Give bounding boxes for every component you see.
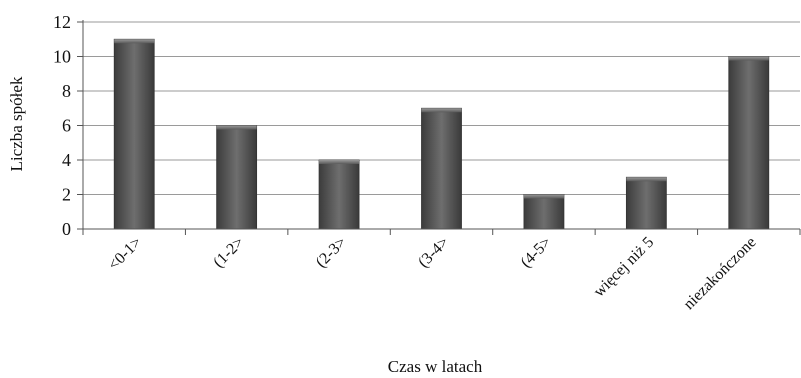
x-tick-label: (2-3> bbox=[313, 234, 350, 271]
bar bbox=[113, 38, 155, 230]
y-tick-label: 12 bbox=[53, 12, 71, 32]
bar-body bbox=[216, 125, 258, 230]
bar-body bbox=[625, 176, 667, 230]
bar-body bbox=[728, 56, 770, 230]
bar bbox=[523, 194, 565, 230]
x-tick-labels: <0-1> (1-2> (2-3> (3-4> (4-5> więcej niż 5 nie… bbox=[105, 234, 759, 313]
x-tick-label: więcej niż 5 bbox=[591, 234, 658, 301]
bar bbox=[216, 125, 258, 230]
bar bbox=[318, 159, 360, 230]
x-tick-label: <0-1> bbox=[105, 234, 145, 274]
x-tick-label: (3-4> bbox=[415, 234, 452, 271]
x-axis-title: Czas w latach bbox=[388, 357, 483, 376]
y-tick-label: 8 bbox=[62, 81, 71, 101]
bar-body bbox=[318, 159, 360, 230]
y-tick-labels: 0 2 4 6 8 10 12 bbox=[53, 12, 71, 239]
bar-body bbox=[523, 194, 565, 230]
bar-body bbox=[113, 38, 155, 230]
y-tick-label: 0 bbox=[62, 219, 71, 239]
bar-body bbox=[421, 107, 462, 230]
x-tick-label: niezakończone bbox=[680, 234, 759, 313]
bar-cap bbox=[728, 56, 769, 61]
bar-cap bbox=[216, 125, 257, 130]
bar-cap bbox=[114, 39, 155, 44]
y-tick-label: 6 bbox=[62, 116, 71, 136]
y-tick-label: 10 bbox=[53, 47, 71, 67]
bars bbox=[113, 38, 770, 230]
bar-cap bbox=[626, 177, 667, 182]
x-tick-label: (4-5> bbox=[518, 234, 555, 271]
bar bbox=[625, 176, 667, 230]
y-axis-title: Liczba spółek bbox=[7, 76, 26, 171]
bar-cap bbox=[319, 160, 360, 164]
y-tick-label: 2 bbox=[62, 185, 71, 205]
bar-cap bbox=[421, 108, 462, 113]
axes bbox=[82, 20, 801, 235]
bar-cap bbox=[523, 194, 564, 199]
y-tick-label: 4 bbox=[62, 150, 71, 170]
x-tick-label: (1-2> bbox=[210, 234, 247, 271]
bar bbox=[421, 107, 462, 230]
bar bbox=[728, 56, 770, 230]
